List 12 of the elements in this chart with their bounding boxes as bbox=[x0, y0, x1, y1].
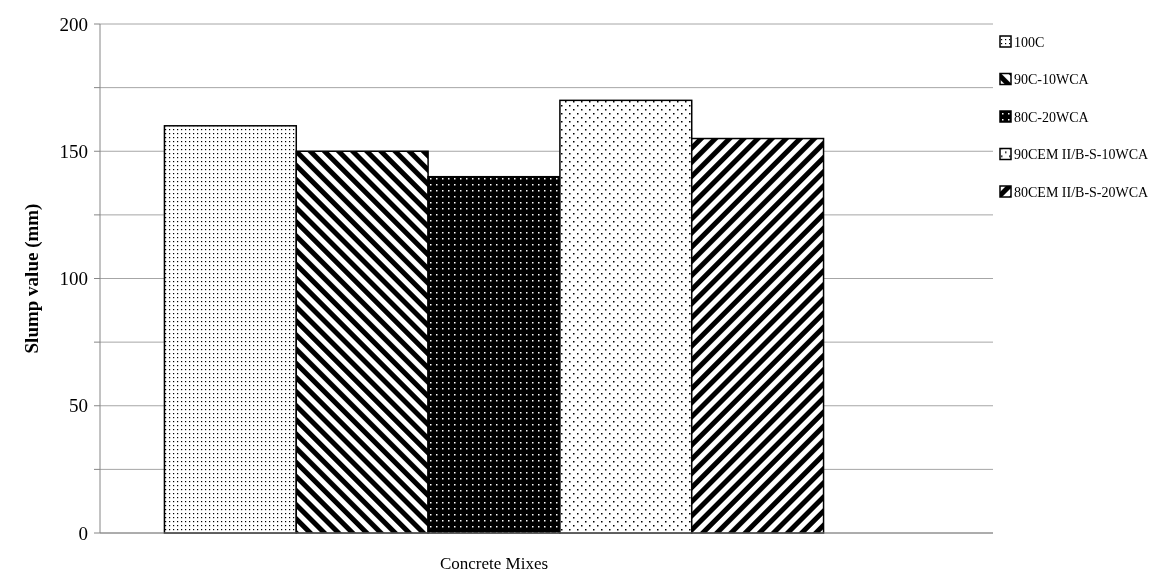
legend-label: 100C bbox=[1014, 34, 1045, 50]
y-tick-label: 200 bbox=[59, 13, 88, 35]
legend-label: 90C-10WCA bbox=[1014, 72, 1090, 88]
legend-label: 90CEM II/B-S-10WCA bbox=[1014, 147, 1150, 163]
y-axis-title: Slump value (mm) bbox=[21, 203, 43, 354]
y-tick-label: 50 bbox=[69, 395, 88, 417]
legend-label: 80CEM II/B-S-20WCA bbox=[1014, 184, 1150, 200]
legend-label: 80C-20WCA bbox=[1014, 109, 1090, 125]
x-axis-title: Concrete Mixes bbox=[439, 554, 549, 573]
y-tick-label: 100 bbox=[59, 268, 88, 290]
y-tick-label: 0 bbox=[78, 522, 88, 544]
y-tick-label: 150 bbox=[59, 140, 88, 162]
